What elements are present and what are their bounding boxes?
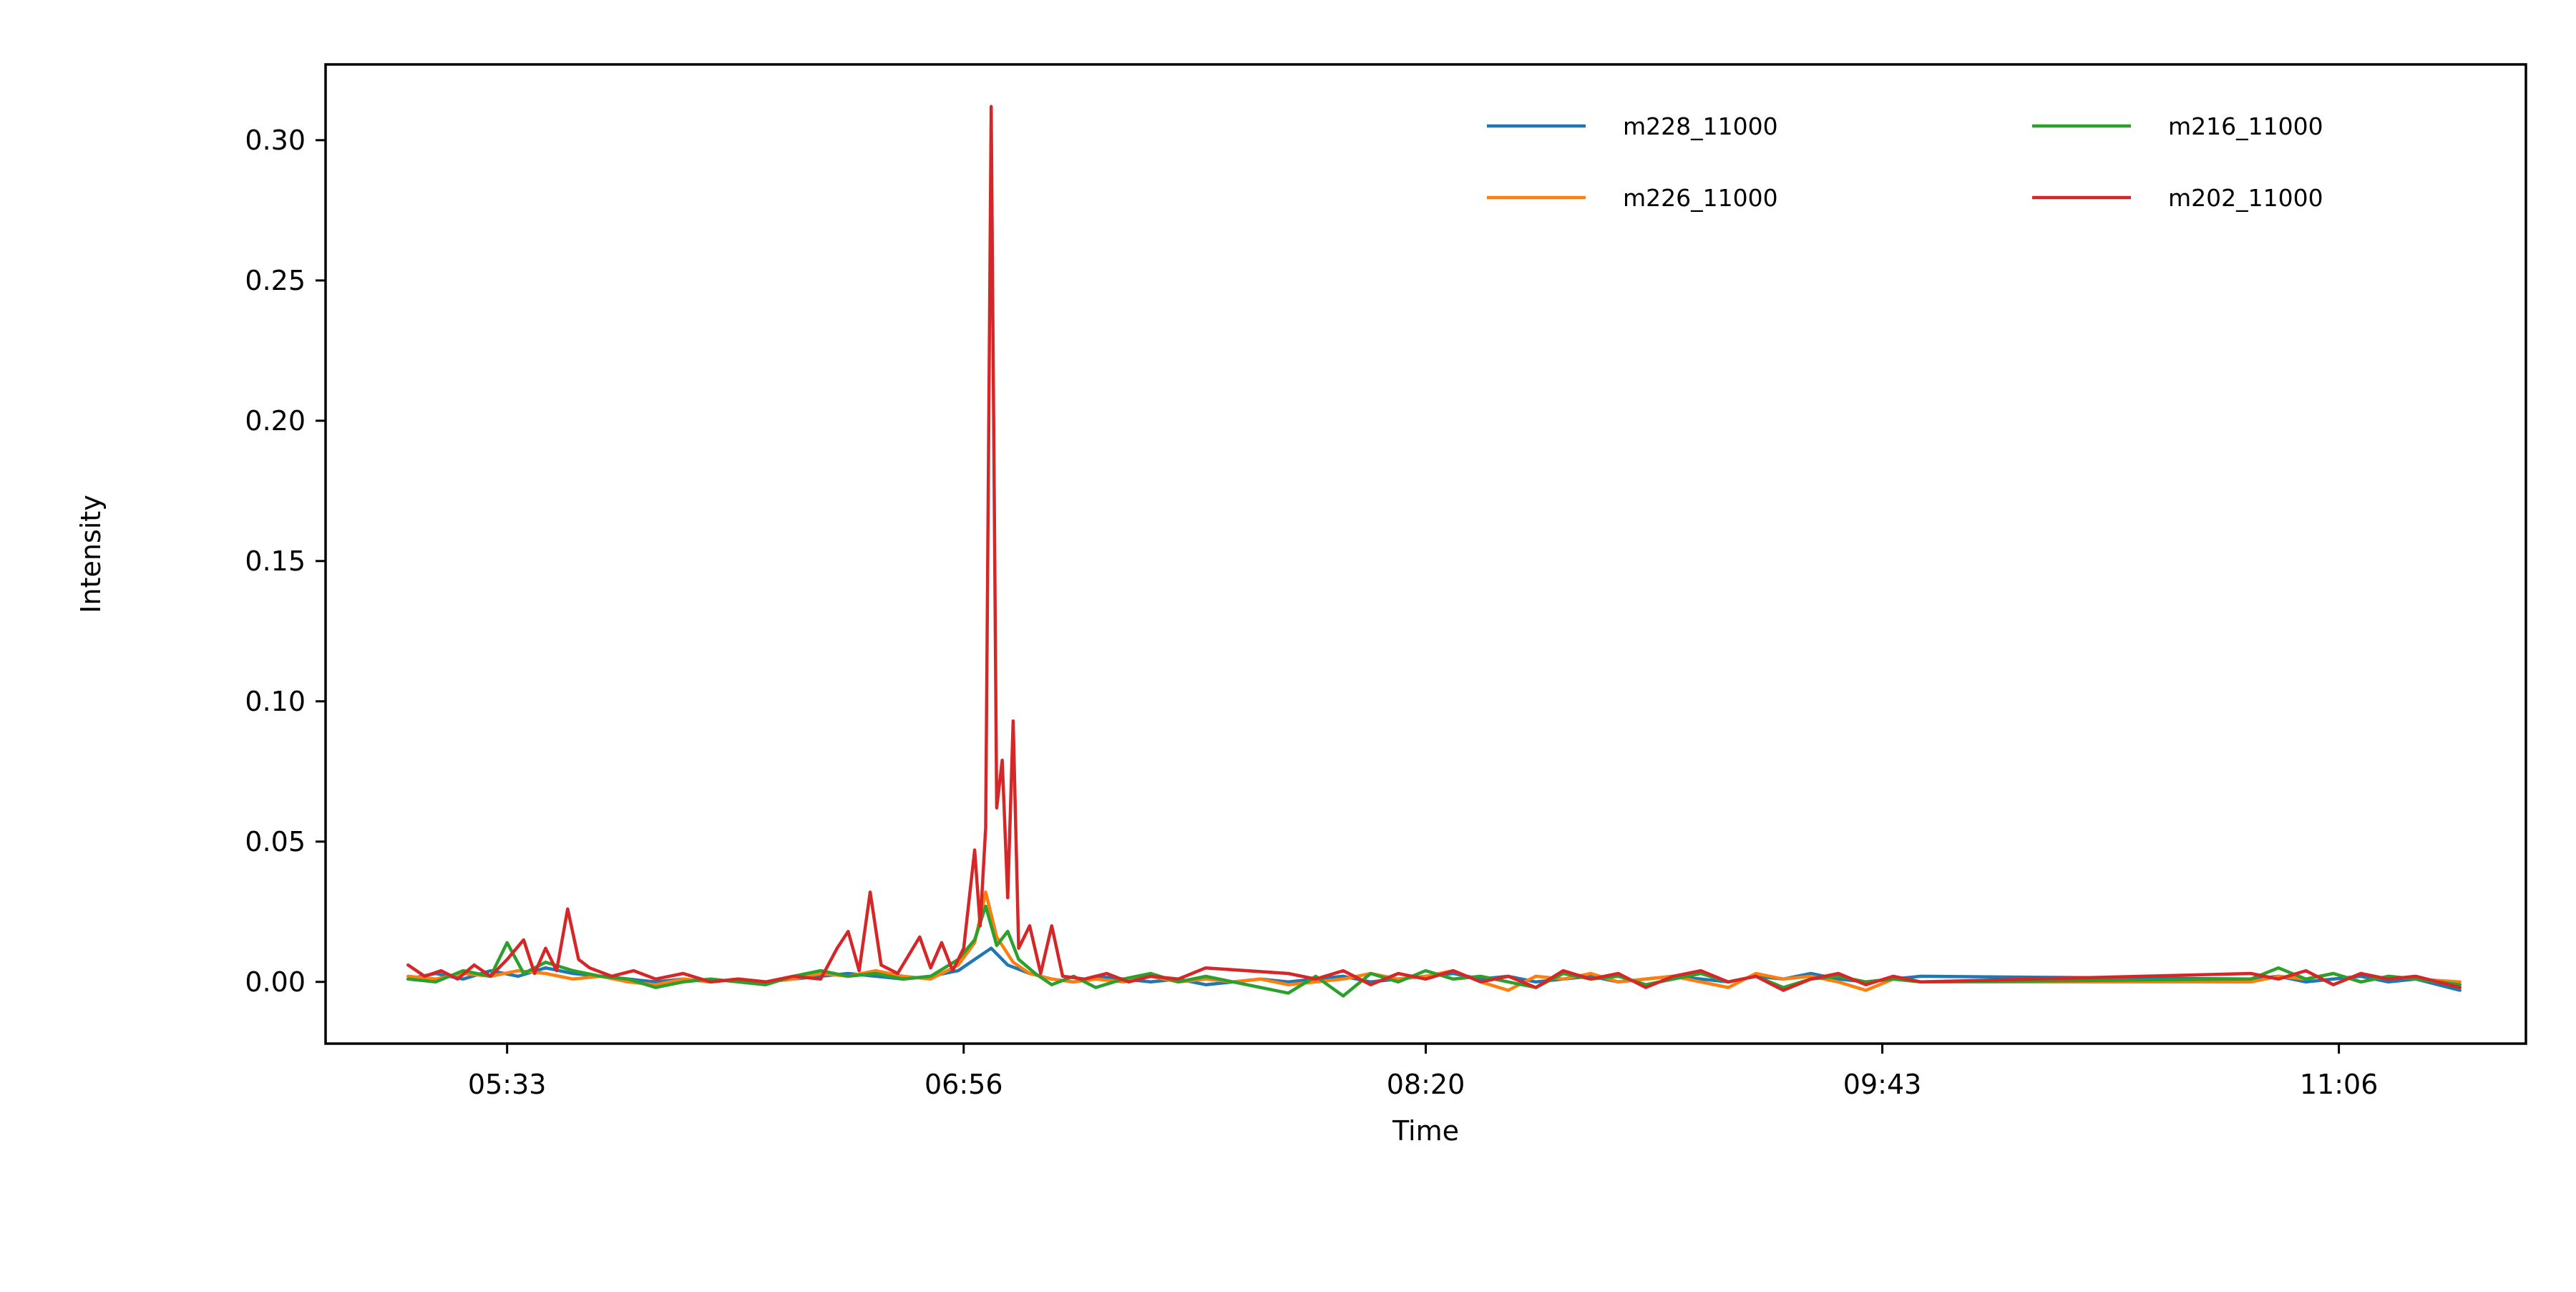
y-tick-label: 0.30 [245,125,306,156]
y-tick-label: 0.25 [245,265,306,296]
x-axis: 05:33 06:56 08:20 09:43 11:06 [468,1044,2378,1100]
legend-label: m202_11000 [2168,184,2323,212]
legend-entry-m228_11000: m228_11000 [1487,112,1778,140]
legend-entry-m226_11000: m226_11000 [1487,184,1778,212]
y-tick-label: 0.10 [245,686,306,717]
x-tick-label: 09:43 [1843,1069,1922,1100]
x-tick-label: 05:33 [468,1069,547,1100]
y-tick-label: 0.20 [245,405,306,437]
x-axis-label: Time [1392,1115,1459,1147]
legend-entry-m202_11000: m202_11000 [2032,184,2323,212]
legend-label: m228_11000 [1623,112,1778,140]
y-tick-label: 0.05 [245,826,306,858]
y-tick-label: 0.00 [245,966,306,998]
legend-entry-m216_11000: m216_11000 [2032,112,2323,140]
x-tick-label: 06:56 [924,1069,1003,1100]
x-tick-label: 08:20 [1387,1069,1465,1100]
series-line-m228_11000 [406,946,2462,992]
legend-label: m216_11000 [2168,112,2323,140]
legend-label: m226_11000 [1623,184,1778,212]
series-line-m216_11000 [406,904,2462,998]
plot-area [406,105,2462,998]
y-axis: 0.00 0.05 0.10 0.15 0.20 0.25 0.30 [245,125,326,998]
legend: m228_11000 m226_11000 m216_11000 m202_11000 [1487,112,2323,212]
y-axis-label: Intensity [75,495,107,613]
x-tick-label: 11:06 [2300,1069,2379,1100]
series-line-m202_11000 [406,105,2462,992]
y-tick-label: 0.15 [245,545,306,577]
